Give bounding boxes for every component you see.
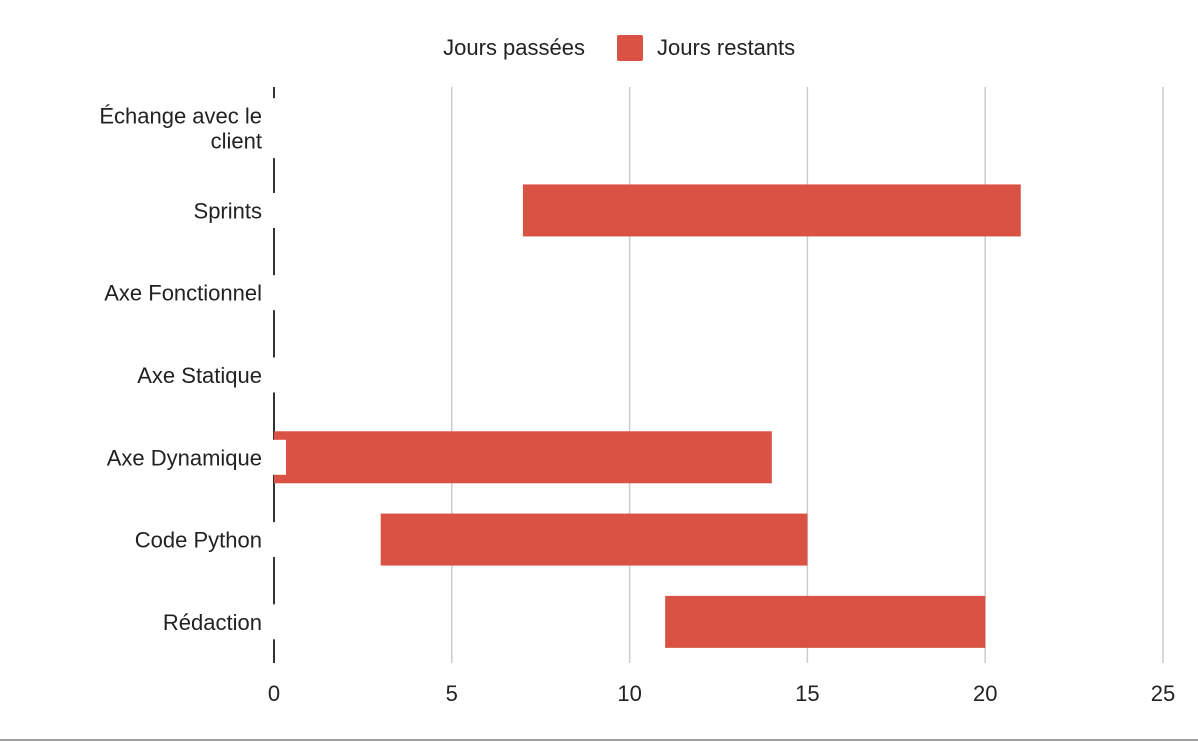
bottom-divider bbox=[0, 739, 1198, 741]
x-axis-tick-label: 15 bbox=[795, 681, 819, 706]
legend: Jours passées Jours restants bbox=[443, 35, 795, 61]
category-labels: Échange avec le client Sprints Axe Fonction… bbox=[60, 98, 286, 640]
category-label: Axe Dynamique bbox=[107, 445, 262, 470]
category-label-line: Sprints bbox=[194, 198, 262, 223]
x-axis-tick-label: 10 bbox=[617, 681, 641, 706]
category-label-line: client bbox=[211, 129, 262, 154]
x-axis-tick-label: 20 bbox=[973, 681, 997, 706]
x-axis-tick-label: 0 bbox=[268, 681, 280, 706]
category-label: Rédaction bbox=[163, 610, 262, 635]
legend-label-jours-passees: Jours passées bbox=[443, 35, 585, 60]
category-label-background bbox=[60, 604, 286, 640]
category-label-background bbox=[60, 357, 286, 393]
category-label-line: Échange avec le bbox=[99, 104, 262, 129]
bars bbox=[274, 184, 1021, 648]
category-label-background bbox=[60, 98, 286, 159]
bar-jours-restants bbox=[522, 184, 1021, 237]
category-label-background bbox=[60, 439, 286, 475]
category-label-background bbox=[60, 275, 286, 311]
category-label: Axe Statique bbox=[137, 363, 262, 388]
bar-jours-restants bbox=[274, 431, 772, 484]
category-label-background bbox=[60, 192, 286, 228]
category-label-background bbox=[60, 522, 286, 558]
category-label-line: Rédaction bbox=[163, 610, 262, 635]
category-label-line: Axe Fonctionnel bbox=[104, 281, 262, 306]
gridlines bbox=[273, 87, 1164, 663]
category-label: Code Python bbox=[135, 528, 262, 553]
category-label-line: Axe Dynamique bbox=[107, 445, 262, 470]
category-label: Échange avec le client bbox=[99, 104, 262, 154]
x-axis-tick-label: 25 bbox=[1151, 681, 1175, 706]
category-label: Axe Fonctionnel bbox=[104, 281, 262, 306]
x-axis-tick-label: 5 bbox=[446, 681, 458, 706]
legend-label-jours-restants: Jours restants bbox=[657, 35, 795, 60]
category-label-line: Code Python bbox=[135, 528, 262, 553]
category-label: Sprints bbox=[194, 198, 262, 223]
bar-jours-restants bbox=[665, 595, 986, 648]
x-axis-tick-labels: 0 5 10 15 20 25 bbox=[268, 681, 1175, 706]
legend-swatch-jours-restants bbox=[617, 35, 643, 61]
bar-jours-restants bbox=[380, 513, 808, 566]
category-label-line: Axe Statique bbox=[137, 363, 262, 388]
